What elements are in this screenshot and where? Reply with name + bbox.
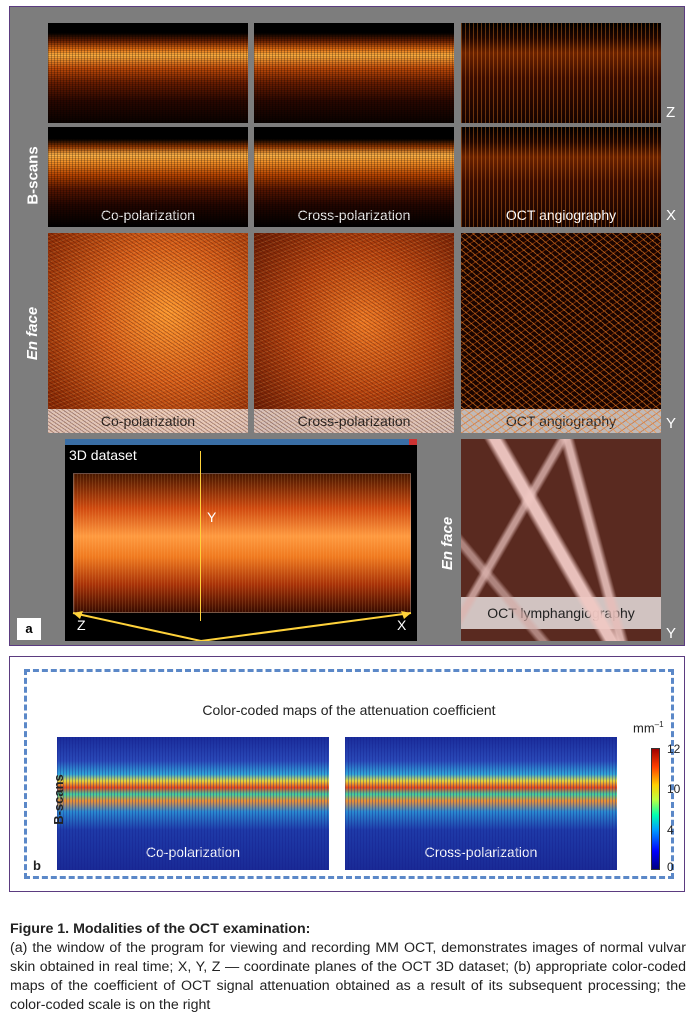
map-caption: Co-polarization bbox=[145, 844, 241, 860]
xyz-axis-arrows bbox=[72, 611, 412, 641]
figure-panel-a: Z Co-polarization Cross-polarization OCT… bbox=[9, 6, 685, 646]
oct-3d-volume bbox=[73, 473, 411, 613]
bscan-z-cross-polarization bbox=[254, 23, 454, 123]
side-label-bscans: B-scans bbox=[24, 146, 42, 205]
axis-z-label: Z bbox=[666, 104, 676, 121]
bscan-x-oct-angiography: OCT angiography bbox=[461, 127, 661, 227]
enface-caption: Co-polarization bbox=[48, 409, 248, 433]
scale-tick: 0 bbox=[667, 860, 674, 874]
attenuation-maps-frame: Color-coded maps of the attenuation coef… bbox=[24, 669, 680, 879]
lymph-caption: OCT lymphangiography bbox=[461, 597, 661, 629]
bscan-x-co-polarization: Co-polarization bbox=[48, 127, 248, 227]
side-label-enface: En face bbox=[24, 306, 42, 361]
side-label-enface-lymph: En face bbox=[439, 516, 457, 571]
bscan-caption: Co-polarization bbox=[100, 207, 196, 223]
attenuation-map-cross-polarization: Cross-polarization bbox=[345, 737, 617, 870]
side-label-bscans-b: B-scans bbox=[50, 774, 66, 825]
viewer-axis-z: Z bbox=[77, 617, 86, 633]
close-icon[interactable] bbox=[409, 439, 417, 445]
caption-body: (a) the window of the program for viewin… bbox=[10, 940, 686, 1013]
figure-caption: Figure 1. Modalities of the OCT examinat… bbox=[10, 920, 686, 1015]
caption-title: Figure 1. Modalities of the OCT examinat… bbox=[10, 921, 311, 937]
scale-tick: 4 bbox=[667, 823, 674, 837]
panel-label-b: b bbox=[33, 858, 41, 873]
axis-y-label: Y bbox=[666, 415, 677, 432]
scale-unit-exp: –1 bbox=[654, 720, 664, 729]
panel-label-a: a bbox=[17, 618, 41, 640]
bscan-caption: Cross-polarization bbox=[297, 207, 411, 223]
bscan-caption: OCT angiography bbox=[505, 207, 617, 223]
scale-tick: 10 bbox=[667, 782, 681, 796]
viewer-axis-x: X bbox=[397, 617, 407, 633]
scale-unit: mm–1 bbox=[633, 720, 664, 735]
color-scale-bar bbox=[651, 748, 660, 870]
scale-tick: 12 bbox=[667, 742, 681, 756]
y-axis-line bbox=[200, 451, 201, 621]
figure-panel-b: Color-coded maps of the attenuation coef… bbox=[9, 656, 685, 892]
viewer-axis-y: Y bbox=[207, 509, 217, 525]
map-caption: Cross-polarization bbox=[424, 844, 538, 860]
enface-co-polarization: Co-polarization bbox=[48, 233, 248, 433]
axis-y2-label: Y bbox=[666, 625, 677, 642]
scale-unit-base: mm bbox=[633, 720, 655, 736]
bscan-z-oct-angiography bbox=[461, 23, 661, 123]
axis-x-label: X bbox=[666, 207, 677, 224]
enface-caption: OCT angiography bbox=[461, 409, 661, 433]
bscan-z-co-polarization bbox=[48, 23, 248, 123]
enface-caption: Cross-polarization bbox=[254, 409, 454, 433]
enface-cross-polarization: Cross-polarization bbox=[254, 233, 454, 433]
viewer-3d-dataset[interactable]: 3D dataset Y Z X bbox=[65, 439, 417, 641]
attenuation-title: Color-coded maps of the attenuation coef… bbox=[202, 702, 496, 718]
enface-oct-angiography: OCT angiography bbox=[461, 233, 661, 433]
attenuation-map-co-polarization: Co-polarization bbox=[57, 737, 329, 870]
bscan-x-cross-polarization: Cross-polarization bbox=[254, 127, 454, 227]
viewer-title: 3D dataset bbox=[69, 447, 137, 463]
enface-oct-lymphangiography: OCT lymphangiography bbox=[461, 439, 661, 641]
